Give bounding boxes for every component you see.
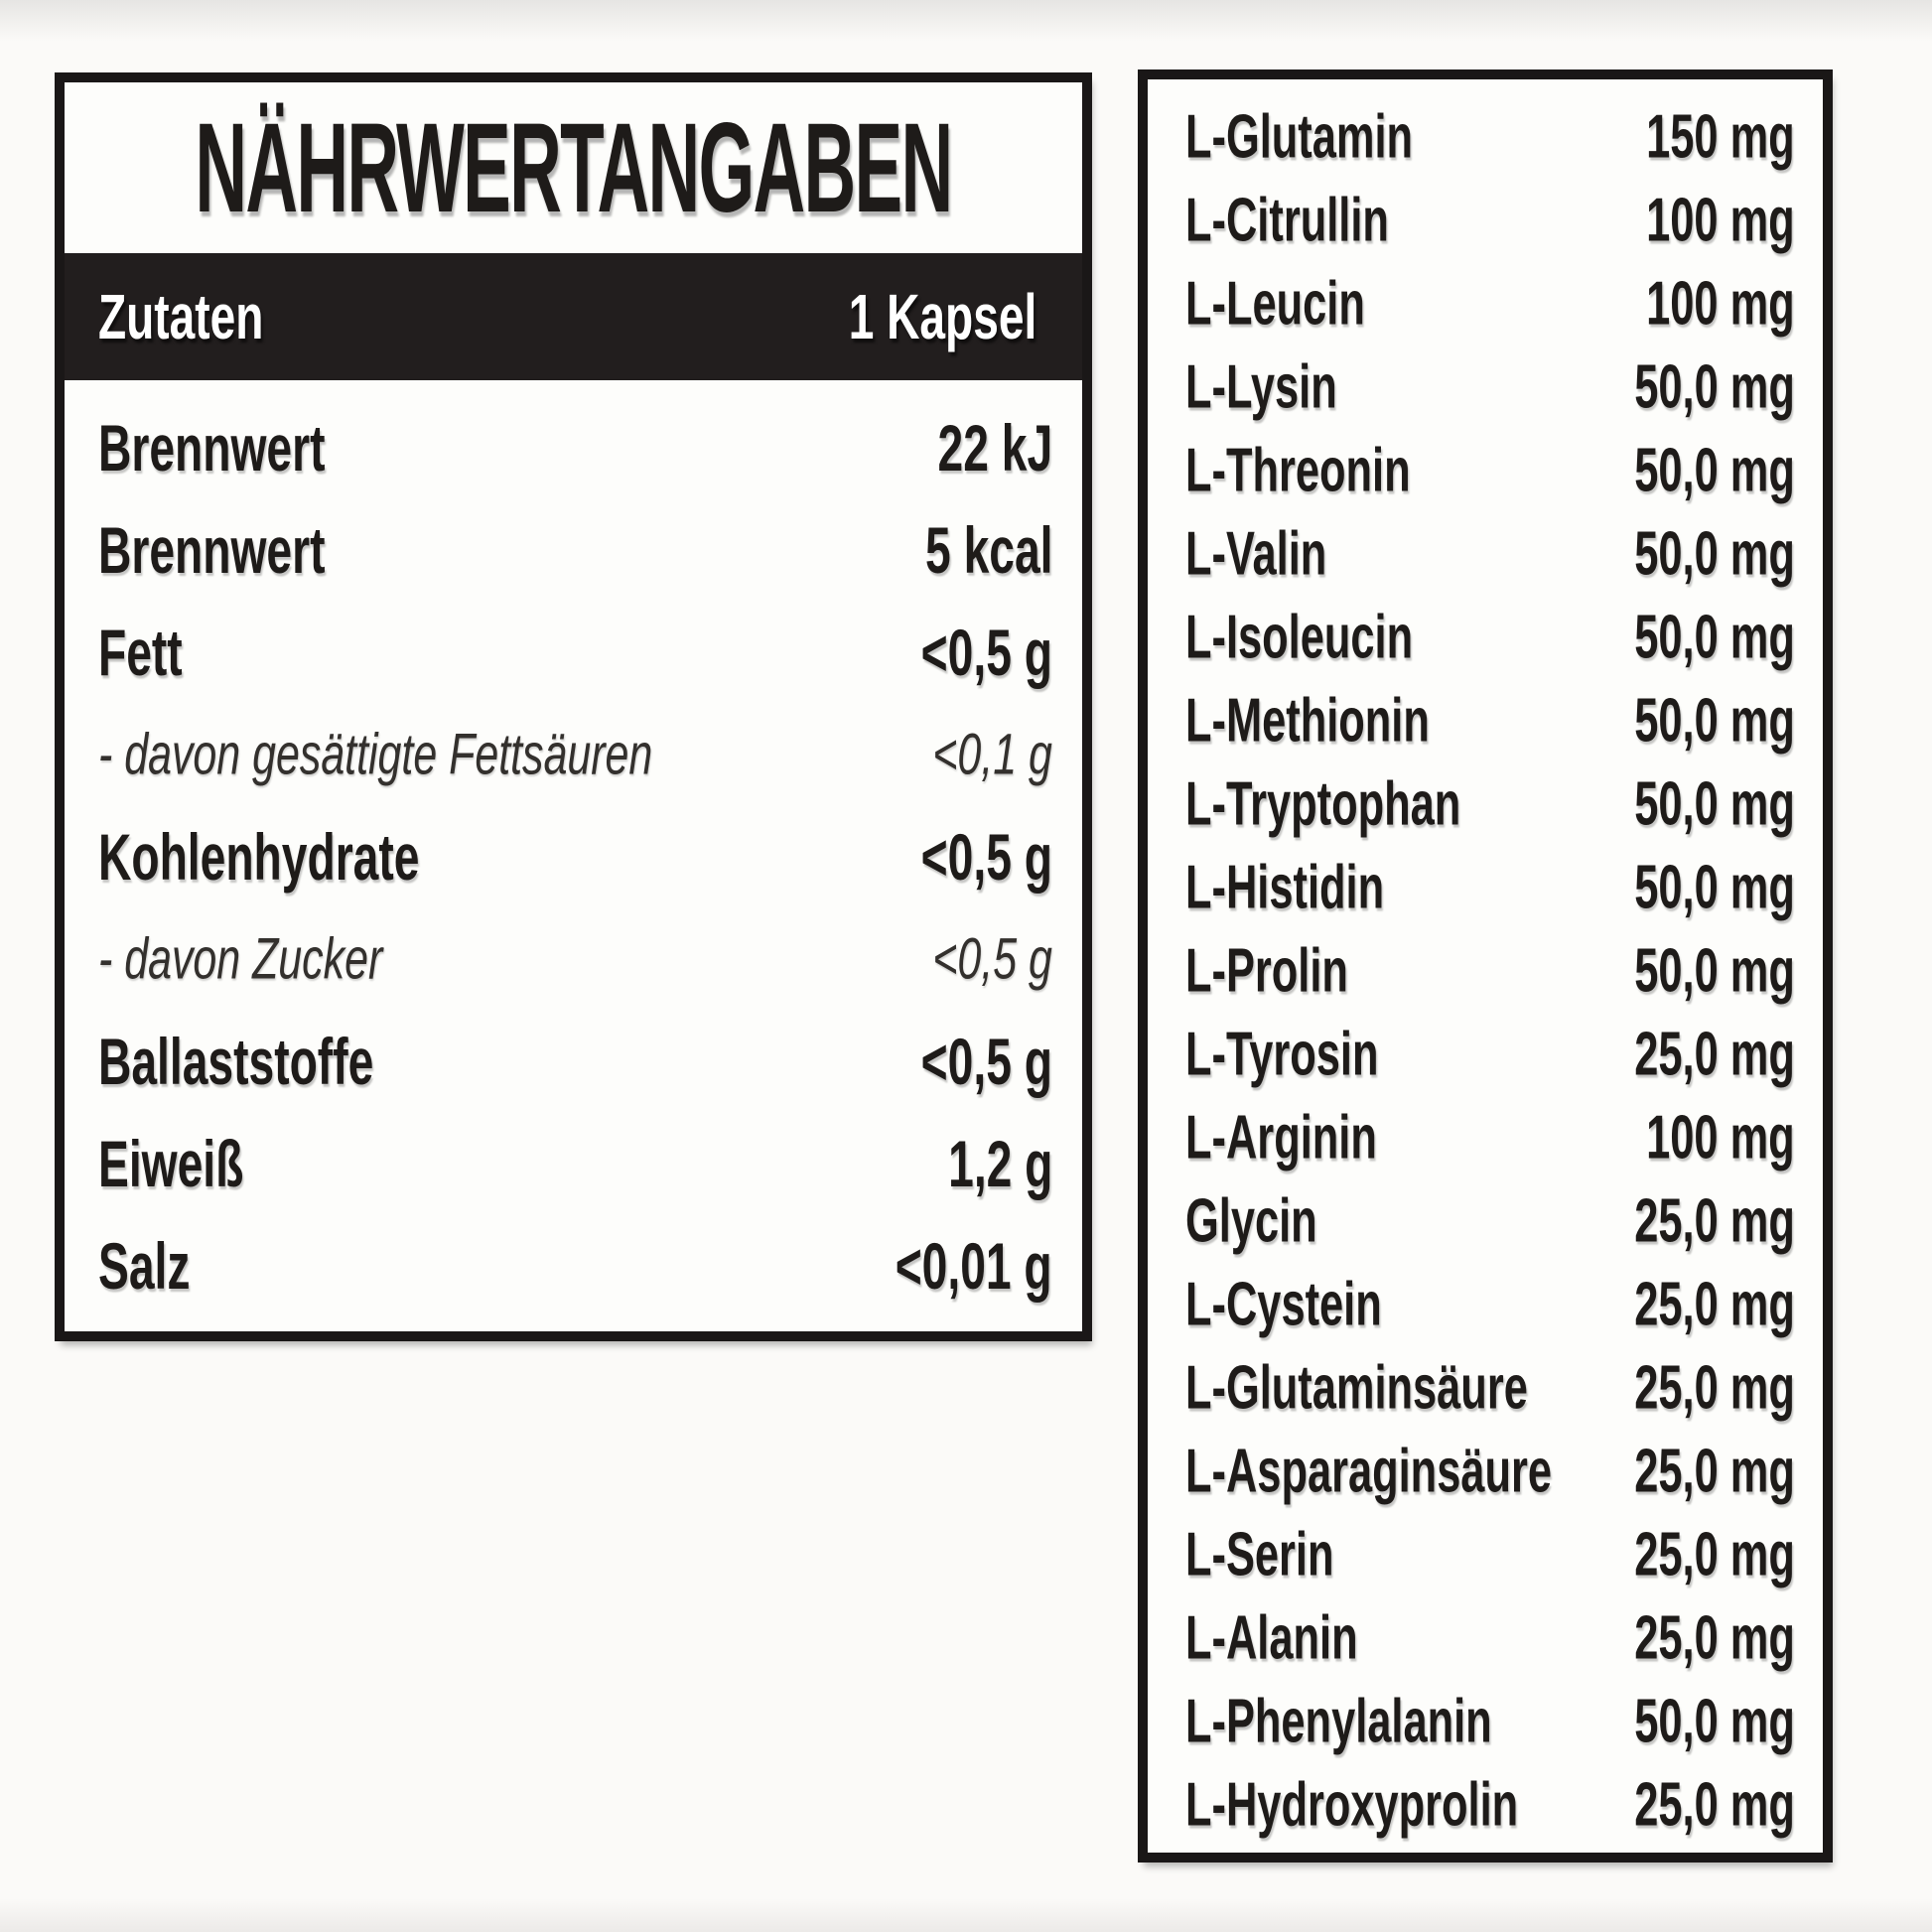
row-value: 50,0 mg	[1634, 603, 1795, 672]
row-value: <0,1 g	[932, 722, 1052, 786]
row-value: 100 mg	[1646, 269, 1795, 339]
row-value: 100 mg	[1646, 186, 1795, 255]
row-value: <0,5 g	[920, 615, 1052, 689]
row-label: L-Isoleucin	[1185, 603, 1414, 672]
table-row: Glycin 25,0 mg	[1185, 1179, 1795, 1263]
row-label: L-Hydroxyprolin	[1185, 1770, 1519, 1840]
table-row: L-Isoleucin 50,0 mg	[1185, 596, 1795, 679]
table-row: L-Tryptophan 50,0 mg	[1185, 762, 1795, 846]
row-label: Brennwert	[98, 410, 326, 484]
table-row: L-Leucin 100 mg	[1185, 262, 1795, 345]
row-label: L-Phenylalanin	[1185, 1687, 1492, 1756]
table-row: Ballaststoffe <0,5 g	[98, 1010, 1052, 1112]
table-row: Brennwert 5 kcal	[98, 498, 1052, 601]
table-row: Eiweiß 1,2 g	[98, 1112, 1052, 1214]
row-value: <0,5 g	[920, 819, 1052, 894]
row-label: Glycin	[1185, 1186, 1317, 1256]
table-row: L-Valin 50,0 mg	[1185, 512, 1795, 596]
table-row: L-Citrullin 100 mg	[1185, 179, 1795, 262]
row-value: 50,0 mg	[1634, 936, 1795, 1006]
row-label: L-Arginin	[1185, 1103, 1377, 1173]
row-label: - davon Zucker	[98, 926, 383, 991]
nutrition-title-area: NÄHRWERTANGABEN	[65, 82, 1082, 253]
table-row: Fett <0,5 g	[98, 601, 1052, 703]
table-row: L-Asparaginsäure 25,0 mg	[1185, 1430, 1795, 1513]
row-value: <0,5 g	[920, 1024, 1052, 1098]
nutrition-facts-table: NÄHRWERTANGABEN Zutaten 1 Kapsel Brennwe…	[55, 72, 1092, 1341]
table-row: L-Lysin 50,0 mg	[1185, 345, 1795, 429]
row-label: L-Glutamin	[1185, 102, 1414, 172]
table-subrow: - davon Zucker <0,5 g	[98, 907, 1052, 1010]
nutrition-title: NÄHRWERTANGABEN	[195, 96, 953, 239]
row-value: 50,0 mg	[1634, 853, 1795, 922]
row-value: <0,01 g	[896, 1228, 1052, 1303]
table-row: L-Glutamin 150 mg	[1185, 95, 1795, 179]
row-label: Eiweiß	[98, 1126, 244, 1200]
row-label: L-Alanin	[1185, 1603, 1358, 1673]
row-label: L-Serin	[1185, 1520, 1334, 1589]
row-value: 22 kJ	[937, 410, 1052, 484]
row-value: 1,2 g	[947, 1126, 1052, 1200]
row-value: 25,0 mg	[1634, 1270, 1795, 1339]
row-value: 50,0 mg	[1634, 1687, 1795, 1756]
table-row: L-Phenylalanin 50,0 mg	[1185, 1680, 1795, 1763]
row-label: L-Histidin	[1185, 853, 1385, 922]
row-label: L-Prolin	[1185, 936, 1348, 1006]
row-value: 50,0 mg	[1634, 769, 1795, 839]
table-row: L-Serin 25,0 mg	[1185, 1513, 1795, 1596]
row-value: <0,5 g	[932, 926, 1052, 991]
nutrition-rows: Brennwert 22 kJ Brennwert 5 kcal Fett <0…	[98, 396, 1052, 1316]
table-row: L-Glutaminsäure 25,0 mg	[1185, 1346, 1795, 1430]
table-row: L-Cystein 25,0 mg	[1185, 1263, 1795, 1346]
row-value: 25,0 mg	[1634, 1186, 1795, 1256]
row-value: 25,0 mg	[1634, 1437, 1795, 1506]
row-value: 50,0 mg	[1634, 686, 1795, 756]
row-label: L-Citrullin	[1185, 186, 1389, 255]
row-label: L-Glutaminsäure	[1185, 1353, 1528, 1423]
row-value: 50,0 mg	[1634, 352, 1795, 422]
amino-acid-table: L-Glutamin 150 mg L-Citrullin 100 mg L-L…	[1138, 69, 1833, 1863]
row-label: L-Lysin	[1185, 352, 1337, 422]
table-row: L-Threonin 50,0 mg	[1185, 429, 1795, 512]
row-label: L-Cystein	[1185, 1270, 1382, 1339]
row-label: Brennwert	[98, 512, 326, 587]
row-label: L-Leucin	[1185, 269, 1365, 339]
row-value: 50,0 mg	[1634, 436, 1795, 505]
row-value: 150 mg	[1646, 102, 1795, 172]
row-value: 25,0 mg	[1634, 1770, 1795, 1840]
row-label: Kohlenhydrate	[98, 819, 420, 894]
row-label: Fett	[98, 615, 183, 689]
row-value: 25,0 mg	[1634, 1520, 1795, 1589]
row-label: Salz	[98, 1228, 191, 1303]
row-label: Ballaststoffe	[98, 1024, 374, 1098]
row-label: L-Methionin	[1185, 686, 1430, 756]
table-row: Brennwert 22 kJ	[98, 396, 1052, 498]
row-label: L-Asparaginsäure	[1185, 1437, 1553, 1506]
row-value: 100 mg	[1646, 1103, 1795, 1173]
header-ingredients-label: Zutaten	[98, 281, 264, 352]
table-row: Kohlenhydrate <0,5 g	[98, 805, 1052, 907]
row-value: 5 kcal	[924, 512, 1052, 587]
table-row: L-Prolin 50,0 mg	[1185, 929, 1795, 1013]
row-label: L-Valin	[1185, 519, 1327, 589]
row-label: L-Tyrosin	[1185, 1020, 1379, 1089]
table-subrow: - davon gesättigte Fettsäuren <0,1 g	[98, 703, 1052, 805]
table-row: L-Alanin 25,0 mg	[1185, 1596, 1795, 1680]
row-value: 25,0 mg	[1634, 1353, 1795, 1423]
header-serving-label: 1 Kapsel	[848, 281, 1036, 352]
row-label: L-Tryptophan	[1185, 769, 1461, 839]
row-label: - davon gesättigte Fettsäuren	[98, 722, 653, 786]
table-row: L-Histidin 50,0 mg	[1185, 846, 1795, 929]
table-header-bar: Zutaten 1 Kapsel	[65, 253, 1082, 380]
table-row: L-Tyrosin 25,0 mg	[1185, 1013, 1795, 1096]
row-value: 25,0 mg	[1634, 1020, 1795, 1089]
amino-acid-rows: L-Glutamin 150 mg L-Citrullin 100 mg L-L…	[1185, 95, 1795, 1847]
table-row: L-Hydroxyprolin 25,0 mg	[1185, 1763, 1795, 1847]
table-row: Salz <0,01 g	[98, 1214, 1052, 1316]
row-label: L-Threonin	[1185, 436, 1411, 505]
table-row: L-Methionin 50,0 mg	[1185, 679, 1795, 762]
row-value: 25,0 mg	[1634, 1603, 1795, 1673]
table-row: L-Arginin 100 mg	[1185, 1096, 1795, 1179]
row-value: 50,0 mg	[1634, 519, 1795, 589]
